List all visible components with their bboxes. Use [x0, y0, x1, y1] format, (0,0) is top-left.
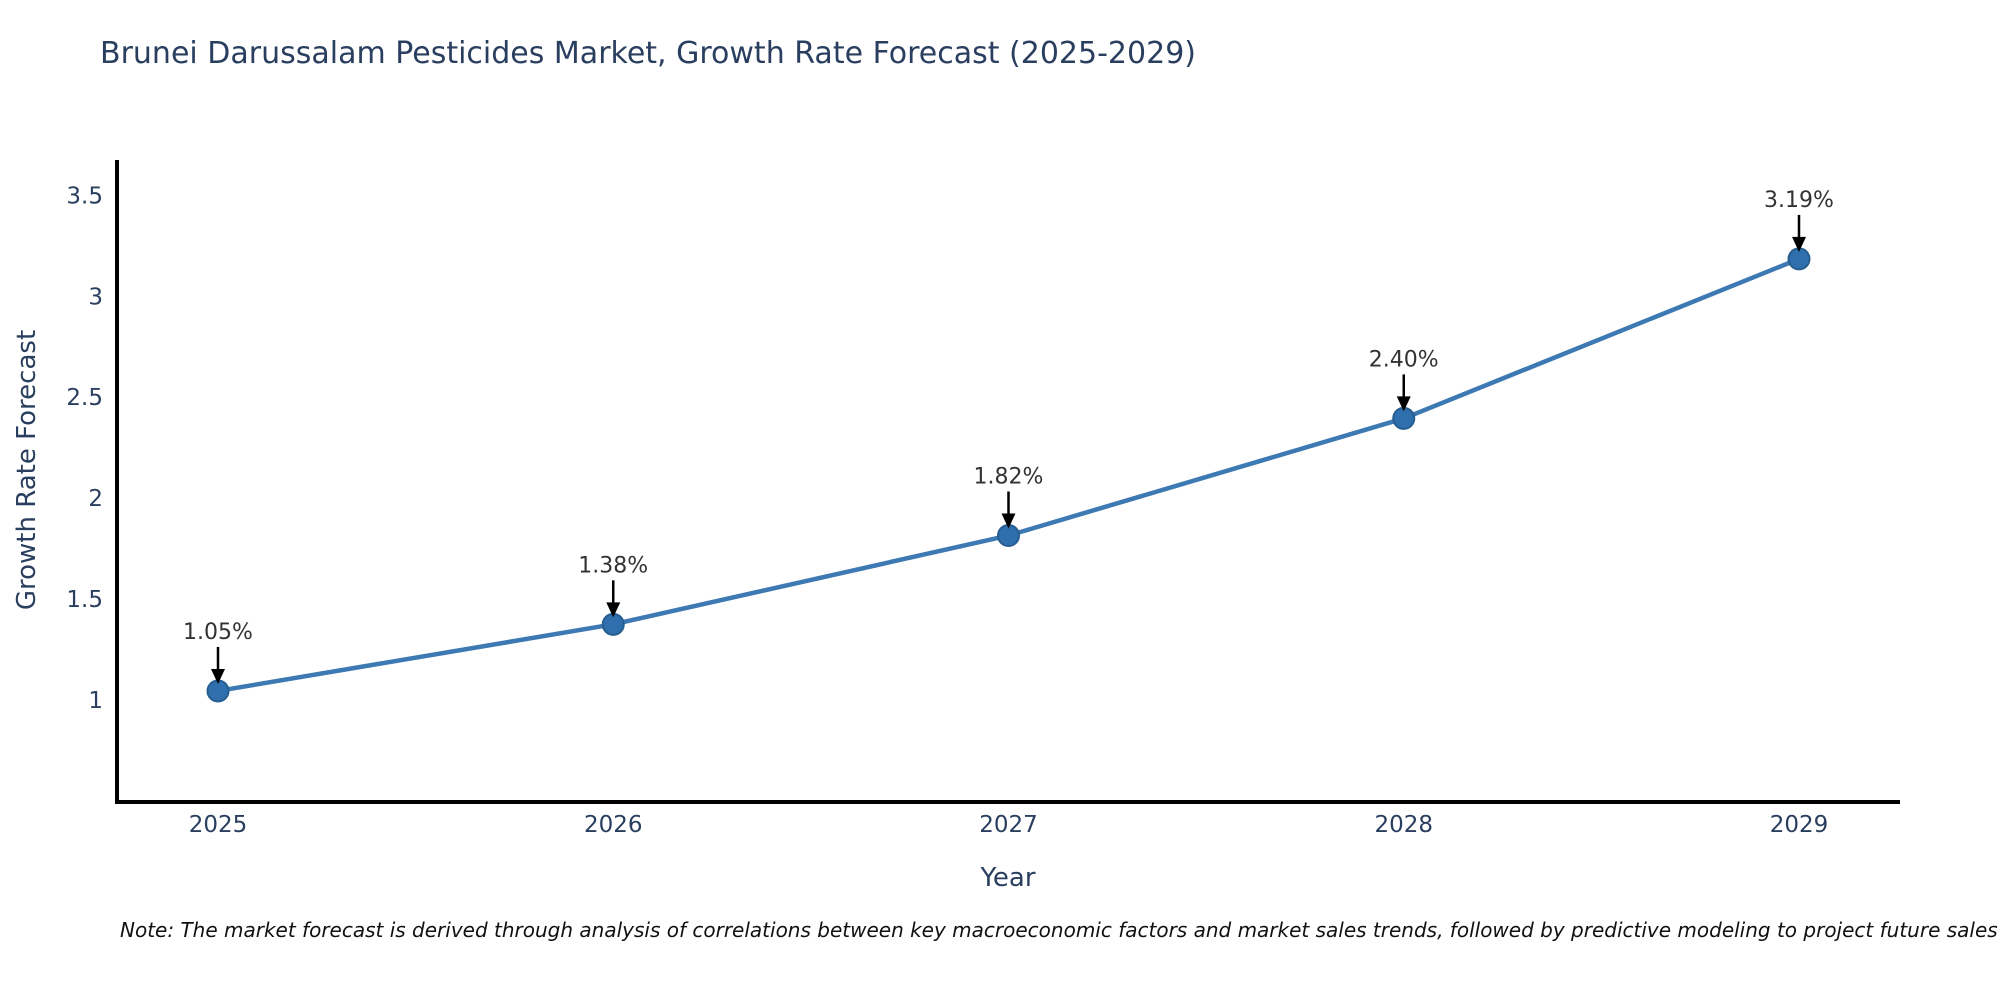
y-axis-title: Growth Rate Forecast — [12, 329, 42, 611]
annotation-arrow-head — [1001, 513, 1016, 529]
x-tick-label: 2029 — [1770, 812, 1829, 838]
data-point-label: 1.82% — [974, 465, 1044, 490]
x-tick-label: 2026 — [584, 812, 643, 838]
x-axis-title: Year — [980, 863, 1036, 893]
annotation-arrow-head — [211, 668, 225, 684]
y-tick-label: 2 — [88, 486, 103, 512]
y-tick-label: 3 — [88, 284, 103, 310]
data-point-label: 1.38% — [578, 553, 648, 578]
data-point-label: 2.40% — [1369, 347, 1439, 372]
x-tick-label: 2027 — [979, 812, 1038, 838]
y-tick-label: 1 — [88, 688, 103, 714]
y-tick-label: 1.5 — [66, 587, 103, 613]
chart-title: Brunei Darussalam Pesticides Market, Gro… — [100, 36, 1196, 71]
annotation-arrow-head — [1396, 396, 1411, 412]
data-point-label: 3.19% — [1764, 188, 1834, 213]
x-tick-label: 2025 — [189, 812, 248, 838]
footnote: Note: The market forecast is derived thr… — [120, 918, 1998, 942]
y-tick-label: 3.5 — [66, 183, 103, 209]
annotation-arrow-head — [606, 602, 621, 618]
data-point-label: 1.05% — [183, 620, 253, 645]
annotation-arrow-head — [1792, 236, 1806, 252]
y-tick-label: 2.5 — [66, 385, 103, 411]
x-tick-label: 2028 — [1374, 812, 1433, 838]
